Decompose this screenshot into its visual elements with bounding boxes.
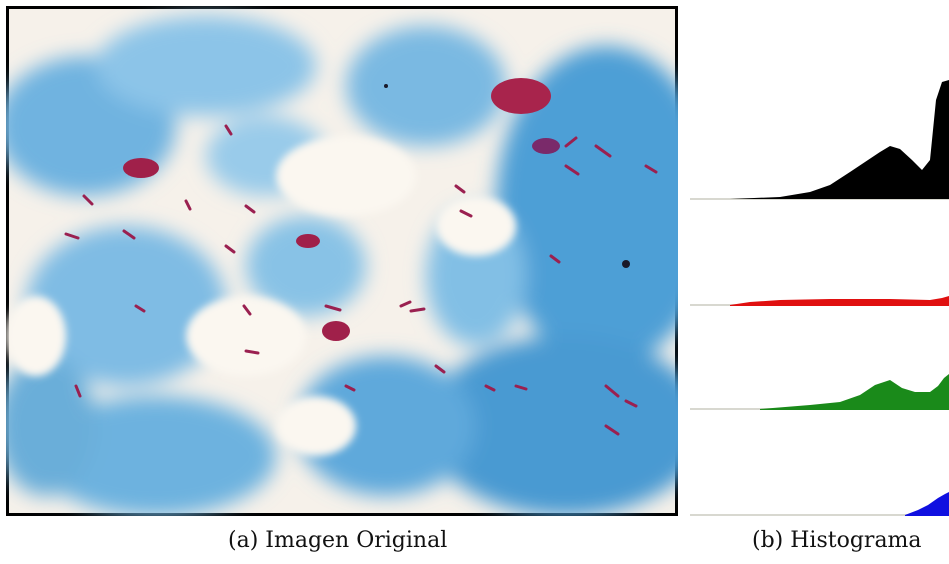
histogram-blue-curve	[905, 492, 949, 516]
histogram-red-curve	[730, 296, 949, 306]
bacilli-clusters	[123, 78, 560, 341]
light-regions	[6, 136, 516, 456]
histogram-blue	[690, 492, 949, 516]
original-image	[6, 6, 678, 516]
histogram-luminance	[690, 80, 949, 200]
dark-spot	[622, 260, 630, 268]
histogram-green	[690, 374, 949, 410]
caption-original-image: (a) Imagen Original	[228, 528, 448, 553]
micrograph-svg	[6, 9, 678, 516]
histogram-green-curve	[760, 374, 949, 410]
histogram-panel	[690, 0, 949, 520]
caption-histogram: (b) Histograma	[752, 528, 922, 553]
dark-spot	[384, 84, 388, 88]
histogram-svg	[690, 80, 949, 516]
histogram-red	[690, 296, 949, 306]
histogram-luminance-curve	[730, 80, 949, 199]
bacilli-rods	[64, 124, 658, 436]
